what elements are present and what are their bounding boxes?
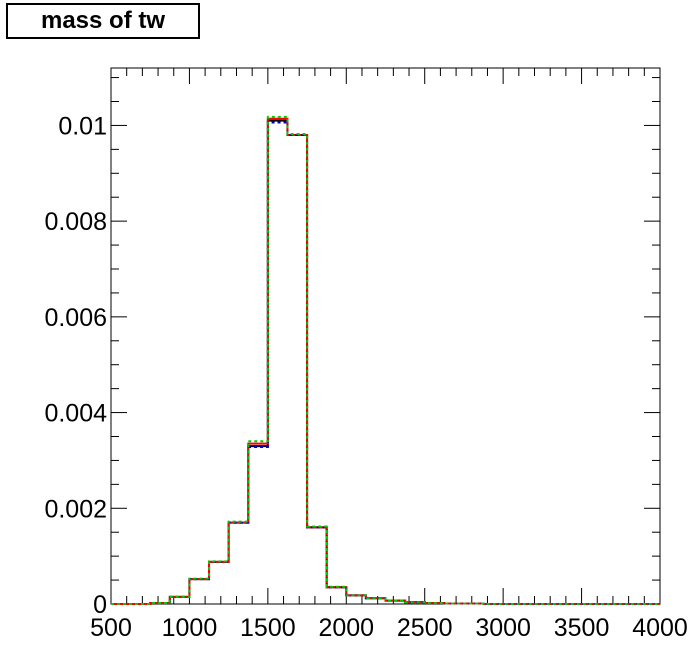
x-tick-label: 2000 [318, 614, 374, 642]
y-tick-label: 0.008 [44, 208, 107, 236]
y-tick-label: 0.01 [58, 112, 107, 140]
x-tick-label: 2500 [397, 614, 453, 642]
histogram-series-1 [111, 117, 660, 605]
histogram-series-2 [111, 121, 660, 605]
x-tick-label: 3500 [554, 614, 610, 642]
y-tick-label: 0.004 [44, 400, 107, 428]
y-tick-label: 0 [93, 591, 107, 619]
chart-title: mass of tw [6, 3, 200, 39]
x-tick-label: 500 [90, 614, 132, 642]
y-tick-label: 0.002 [44, 495, 107, 523]
x-tick-label: 4000 [632, 614, 688, 642]
x-tick-label: 3000 [475, 614, 531, 642]
histogram-series-0 [111, 119, 660, 605]
x-tick-label: 1500 [240, 614, 296, 642]
x-tick-label: 1000 [162, 614, 218, 642]
y-tick-label: 0.006 [44, 304, 107, 332]
plot-frame [110, 67, 661, 605]
histogram-series-3 [111, 115, 660, 605]
